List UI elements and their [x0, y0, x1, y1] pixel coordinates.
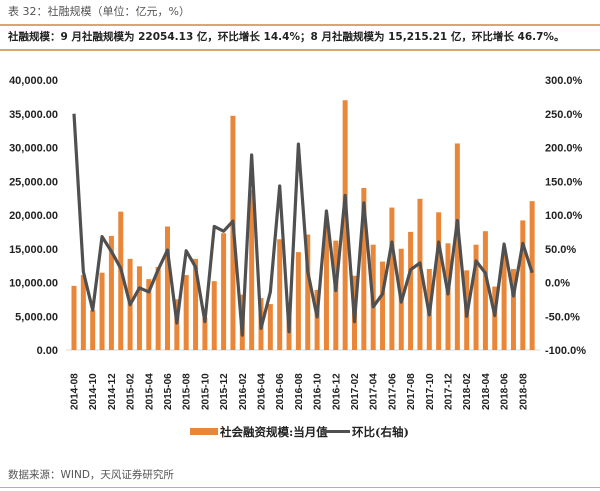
bar — [454, 143, 460, 350]
x-tick-label: 2018-08 — [518, 373, 529, 410]
right-axis-tick-label: 0.0% — [545, 278, 570, 290]
bar — [118, 211, 124, 350]
bar — [473, 244, 479, 350]
bar — [305, 234, 311, 350]
right-axis-tick-label: -50.0% — [545, 311, 580, 323]
bar — [286, 316, 292, 350]
divider — [0, 49, 600, 51]
left-axis-tick-label: 30,000.00 — [9, 143, 58, 155]
divider — [0, 487, 600, 488]
divider — [0, 24, 600, 26]
bar — [155, 266, 161, 350]
bar — [295, 252, 301, 350]
right-axis-tick-label: 200.0% — [545, 143, 583, 155]
left-axis-tick-label: 20,000.00 — [9, 210, 58, 222]
bar — [71, 285, 77, 350]
bar — [108, 235, 114, 350]
right-axis-tick-label: 300.0% — [545, 75, 583, 87]
x-tick-label: 2017-10 — [425, 373, 436, 410]
left-axis-tick-label: 0.00 — [37, 345, 58, 357]
right-axis-tick-label: 250.0% — [545, 109, 583, 121]
x-tick-label: 2015-10 — [200, 373, 211, 410]
bar — [501, 251, 507, 350]
bar — [408, 231, 414, 350]
x-tick-label: 2017-04 — [369, 373, 380, 410]
bar — [80, 275, 86, 350]
source-note: 数据来源：WIND，天风证券研究所 — [8, 469, 174, 481]
bar — [202, 317, 208, 350]
left-axis-tick-label: 5,000.00 — [15, 311, 58, 323]
bar — [520, 220, 526, 350]
right-axis-tick-label: -100.0% — [545, 345, 586, 357]
summary-text: 社融规模：9 月社融规模为 22054.13 亿，环比增长 14.4%；8 月社… — [8, 31, 565, 43]
bar — [314, 289, 320, 350]
bar — [90, 310, 96, 350]
bar — [211, 281, 217, 350]
chart: 0.00 5,000.00 10,000.00 15,000.00 20,000.00 2… — [9, 75, 586, 439]
left-axis-tick-label: 25,000.00 — [9, 176, 58, 188]
x-tick-label: 2017-06 — [387, 373, 398, 410]
x-tick-label: 2016-10 — [313, 373, 324, 410]
bar — [380, 261, 386, 350]
bar — [249, 190, 255, 350]
ratio-line — [72, 113, 534, 337]
x-tick-label: 2018-04 — [481, 373, 492, 410]
x-tick-label: 2017-08 — [406, 373, 417, 410]
x-tick-label: 2016-02 — [238, 373, 249, 410]
x-tick-label: 2018-02 — [462, 373, 473, 410]
x-tick-label: 2015-12 — [219, 373, 230, 410]
x-tick-label: 2015-02 — [126, 373, 137, 410]
bar — [510, 269, 516, 350]
legend-label-bar: 社会融资规模:当月值 — [219, 425, 328, 439]
x-tick-label: 2018-06 — [500, 373, 511, 410]
bar — [445, 243, 451, 350]
bar — [492, 286, 498, 350]
left-axis-tick-label: 35,000.00 — [9, 109, 58, 121]
x-tick-label: 2014-12 — [107, 373, 118, 410]
x-tick-label: 2016-04 — [257, 373, 268, 410]
x-tick-label: 2014-08 — [70, 373, 81, 410]
x-tick-label: 2016-08 — [294, 373, 305, 410]
x-tick-label: 2014-10 — [88, 373, 99, 410]
left-axis-tick-label: 10,000.00 — [9, 278, 58, 290]
legend-label-line: 环比(右轴) — [352, 425, 409, 439]
x-tick-label: 2016-12 — [331, 373, 342, 410]
bar — [389, 207, 395, 350]
bar — [174, 299, 180, 350]
right-axis-tick-label: 50.0% — [545, 244, 576, 256]
bar — [221, 233, 227, 350]
bar — [482, 231, 488, 350]
bar — [99, 272, 105, 350]
bar — [277, 239, 283, 350]
bar — [146, 279, 152, 350]
bar — [361, 188, 367, 350]
x-tick-label: 2016-06 — [275, 373, 286, 410]
bar — [323, 226, 329, 350]
right-axis-tick-label: 100.0% — [545, 210, 583, 222]
x-tick-label: 2017-02 — [350, 373, 361, 410]
x-tick-label: 2017-12 — [444, 373, 455, 410]
x-tick-label: 2015-08 — [182, 373, 193, 410]
left-axis-tick-label: 15,000.00 — [9, 244, 58, 256]
bar — [529, 201, 535, 350]
legend-bar-swatch — [190, 428, 218, 435]
x-tick-label: 2015-06 — [163, 373, 174, 410]
bar — [333, 240, 339, 350]
figure-caption: 表 32：社融规模（单位：亿元，%） — [8, 5, 190, 18]
bar — [267, 304, 273, 350]
bar — [342, 100, 348, 350]
x-tick-label: 2015-04 — [144, 373, 155, 410]
left-axis-tick-label: 40,000.00 — [9, 75, 58, 87]
bar — [417, 198, 423, 350]
bar — [165, 226, 170, 350]
bar — [183, 275, 189, 350]
bar — [436, 212, 442, 350]
bar — [136, 266, 142, 350]
right-axis-tick-label: 150.0% — [545, 176, 583, 188]
bar — [193, 258, 199, 350]
